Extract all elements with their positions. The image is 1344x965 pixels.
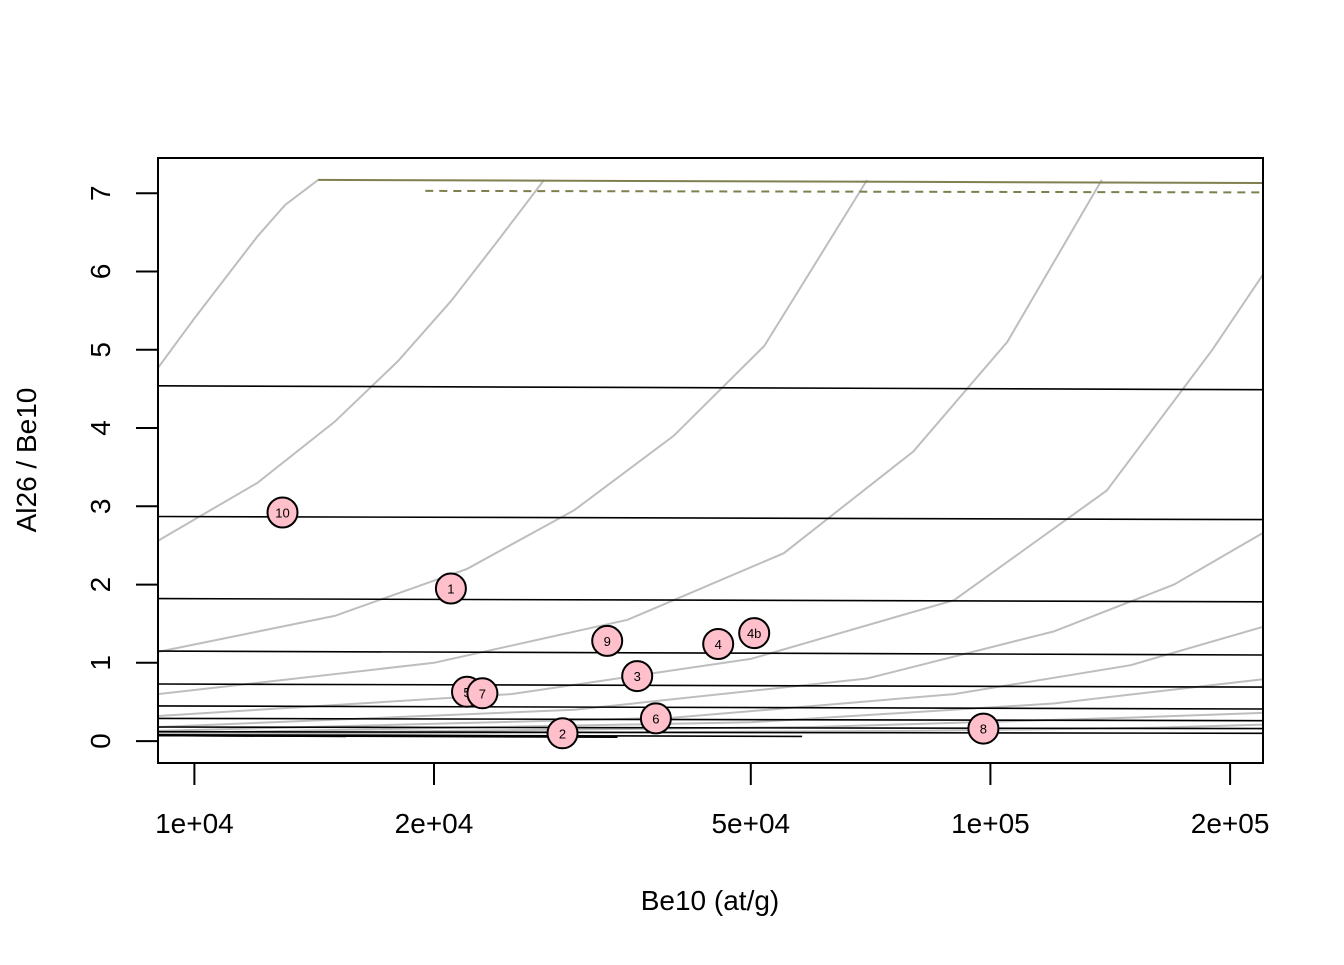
burial-line: [157, 385, 1264, 391]
sample-point: 4b: [738, 617, 771, 650]
sample-marker: [266, 496, 299, 529]
y-tick-label: 0: [85, 733, 116, 749]
burial-line: [157, 597, 1264, 603]
sample-label: 9: [604, 634, 611, 649]
sample-point: 8: [967, 712, 1000, 745]
points-layer: 12344b5678910: [266, 496, 1000, 750]
sample-label: 2: [559, 726, 566, 741]
x-tick-label: 1e+04: [155, 808, 234, 839]
burial-line: [157, 734, 346, 738]
sample-marker: [621, 660, 654, 693]
y-tick-label: 2: [85, 577, 116, 593]
isochron-curve: [157, 625, 1264, 732]
x-tick-label: 1e+05: [951, 808, 1030, 839]
sample-point: 10: [266, 496, 299, 529]
y-axis-title: Al26 / Be10: [11, 388, 42, 533]
sample-marker: [591, 624, 624, 657]
sample-marker: [967, 712, 1000, 745]
sample-point: 1: [434, 572, 467, 605]
sample-label: 8: [980, 722, 987, 737]
sample-point: 3: [621, 660, 654, 693]
sample-point: 6: [639, 702, 672, 735]
y-tick-label: 7: [85, 185, 116, 201]
steady-state-dashed-line: [425, 189, 1264, 194]
y-axis: 0 1 2 3 4 5 6 7: [85, 185, 158, 749]
burial-line: [157, 734, 803, 738]
sample-label: 10: [275, 506, 289, 521]
burial-line: [157, 515, 1264, 521]
sample-label: 6: [652, 711, 659, 726]
sample-marker: [738, 617, 771, 650]
isochron-curve: [157, 179, 868, 653]
plot-frame: [157, 157, 1264, 764]
sample-label: 1: [447, 582, 454, 597]
x-axis-title: Be10 (at/g): [641, 885, 780, 916]
burial-line: [157, 683, 1264, 688]
sample-point: 7: [466, 677, 499, 710]
sample-marker: [546, 717, 579, 750]
isochron-curve: [157, 179, 545, 542]
x-tick-label: 2e+05: [1191, 808, 1270, 839]
sample-point: 2: [546, 717, 579, 750]
sample-marker: [434, 572, 467, 605]
sample-marker: [466, 677, 499, 710]
isochron-curve: [157, 179, 1103, 696]
sample-label: 3: [634, 669, 641, 684]
sample-label: 4: [715, 637, 722, 652]
burial-line: [157, 705, 1264, 710]
x-tick-label: 2e+04: [395, 808, 474, 839]
sample-label: 7: [479, 686, 486, 701]
y-tick-label: 4: [85, 420, 116, 436]
steady-state-line: [318, 178, 1264, 184]
x-axis: 1e+04 2e+04 5e+04 1e+05 2e+05: [155, 763, 1269, 839]
x-tick-label: 5e+04: [711, 808, 790, 839]
sample-point: 9: [591, 624, 624, 657]
isochron-curve: [157, 532, 1264, 728]
isochron-curve: [157, 179, 319, 369]
y-tick-label: 1: [85, 655, 116, 671]
burial-line: [157, 730, 1264, 735]
sample-point: 4: [702, 628, 735, 660]
sample-label: 4b: [747, 626, 761, 641]
y-tick-label: 3: [85, 499, 116, 515]
y-tick-label: 5: [85, 342, 116, 358]
y-tick-label: 6: [85, 264, 116, 280]
burial-line: [157, 717, 1264, 722]
sample-marker: [639, 702, 672, 735]
sample-marker: [702, 628, 735, 660]
burial-line: [157, 726, 1264, 730]
